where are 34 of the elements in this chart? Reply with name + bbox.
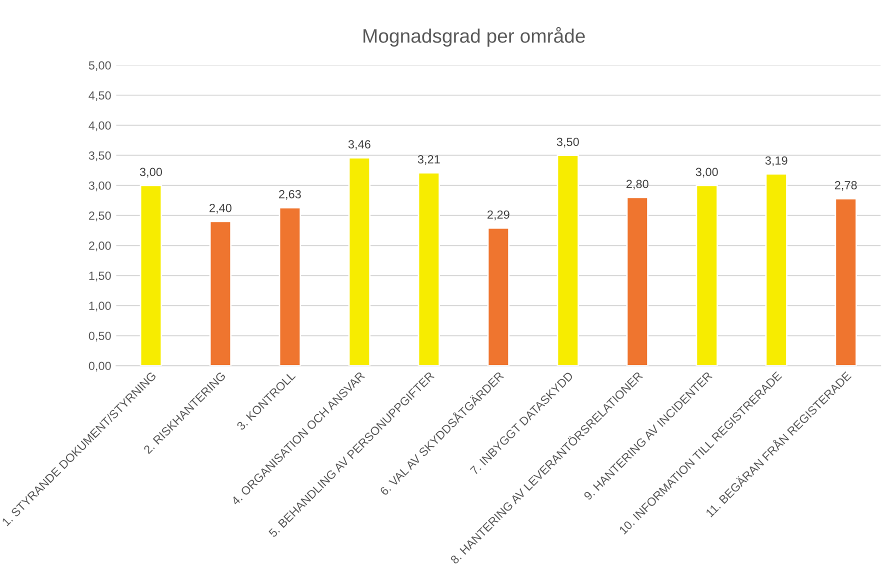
y-tick-label: 3,00 xyxy=(88,181,111,192)
chart-title: Mognadsgrad per område xyxy=(364,27,585,47)
data-label: 3,19 xyxy=(765,156,788,166)
data-label: 2,29 xyxy=(488,210,510,220)
data-label: 3,21 xyxy=(418,155,440,165)
y-tick-label: 4,50 xyxy=(88,91,111,102)
y-tick-label: 0,50 xyxy=(88,332,111,342)
y-tick-label: 0,00 xyxy=(88,362,111,372)
data-label: 3,46 xyxy=(348,140,370,150)
bar xyxy=(487,227,510,366)
bar xyxy=(209,220,232,366)
data-label: 2,80 xyxy=(626,180,648,190)
data-label: 3,00 xyxy=(696,168,718,178)
y-tick-label: 1,50 xyxy=(89,272,111,282)
y-tick-label: 3,50 xyxy=(88,151,111,162)
bar xyxy=(556,154,580,366)
y-tick-label: 5,00 xyxy=(88,61,111,71)
y-tick-label: 4,00 xyxy=(88,121,111,132)
data-label: 3,00 xyxy=(140,168,162,178)
bar xyxy=(765,173,788,366)
y-tick-label: 1,00 xyxy=(89,302,111,312)
y-tick-label: 2,50 xyxy=(88,211,111,222)
bar xyxy=(140,184,162,366)
data-label: 2,78 xyxy=(834,180,857,191)
bar xyxy=(696,184,718,366)
bar xyxy=(278,206,302,366)
bar xyxy=(626,196,648,366)
bar xyxy=(418,172,440,366)
data-label: 2,63 xyxy=(279,190,301,200)
y-tick-label: 2,00 xyxy=(88,242,111,252)
bar xyxy=(834,198,857,366)
data-label: 3,50 xyxy=(556,138,579,148)
data-label: 2,40 xyxy=(210,204,232,214)
bar xyxy=(348,157,371,366)
